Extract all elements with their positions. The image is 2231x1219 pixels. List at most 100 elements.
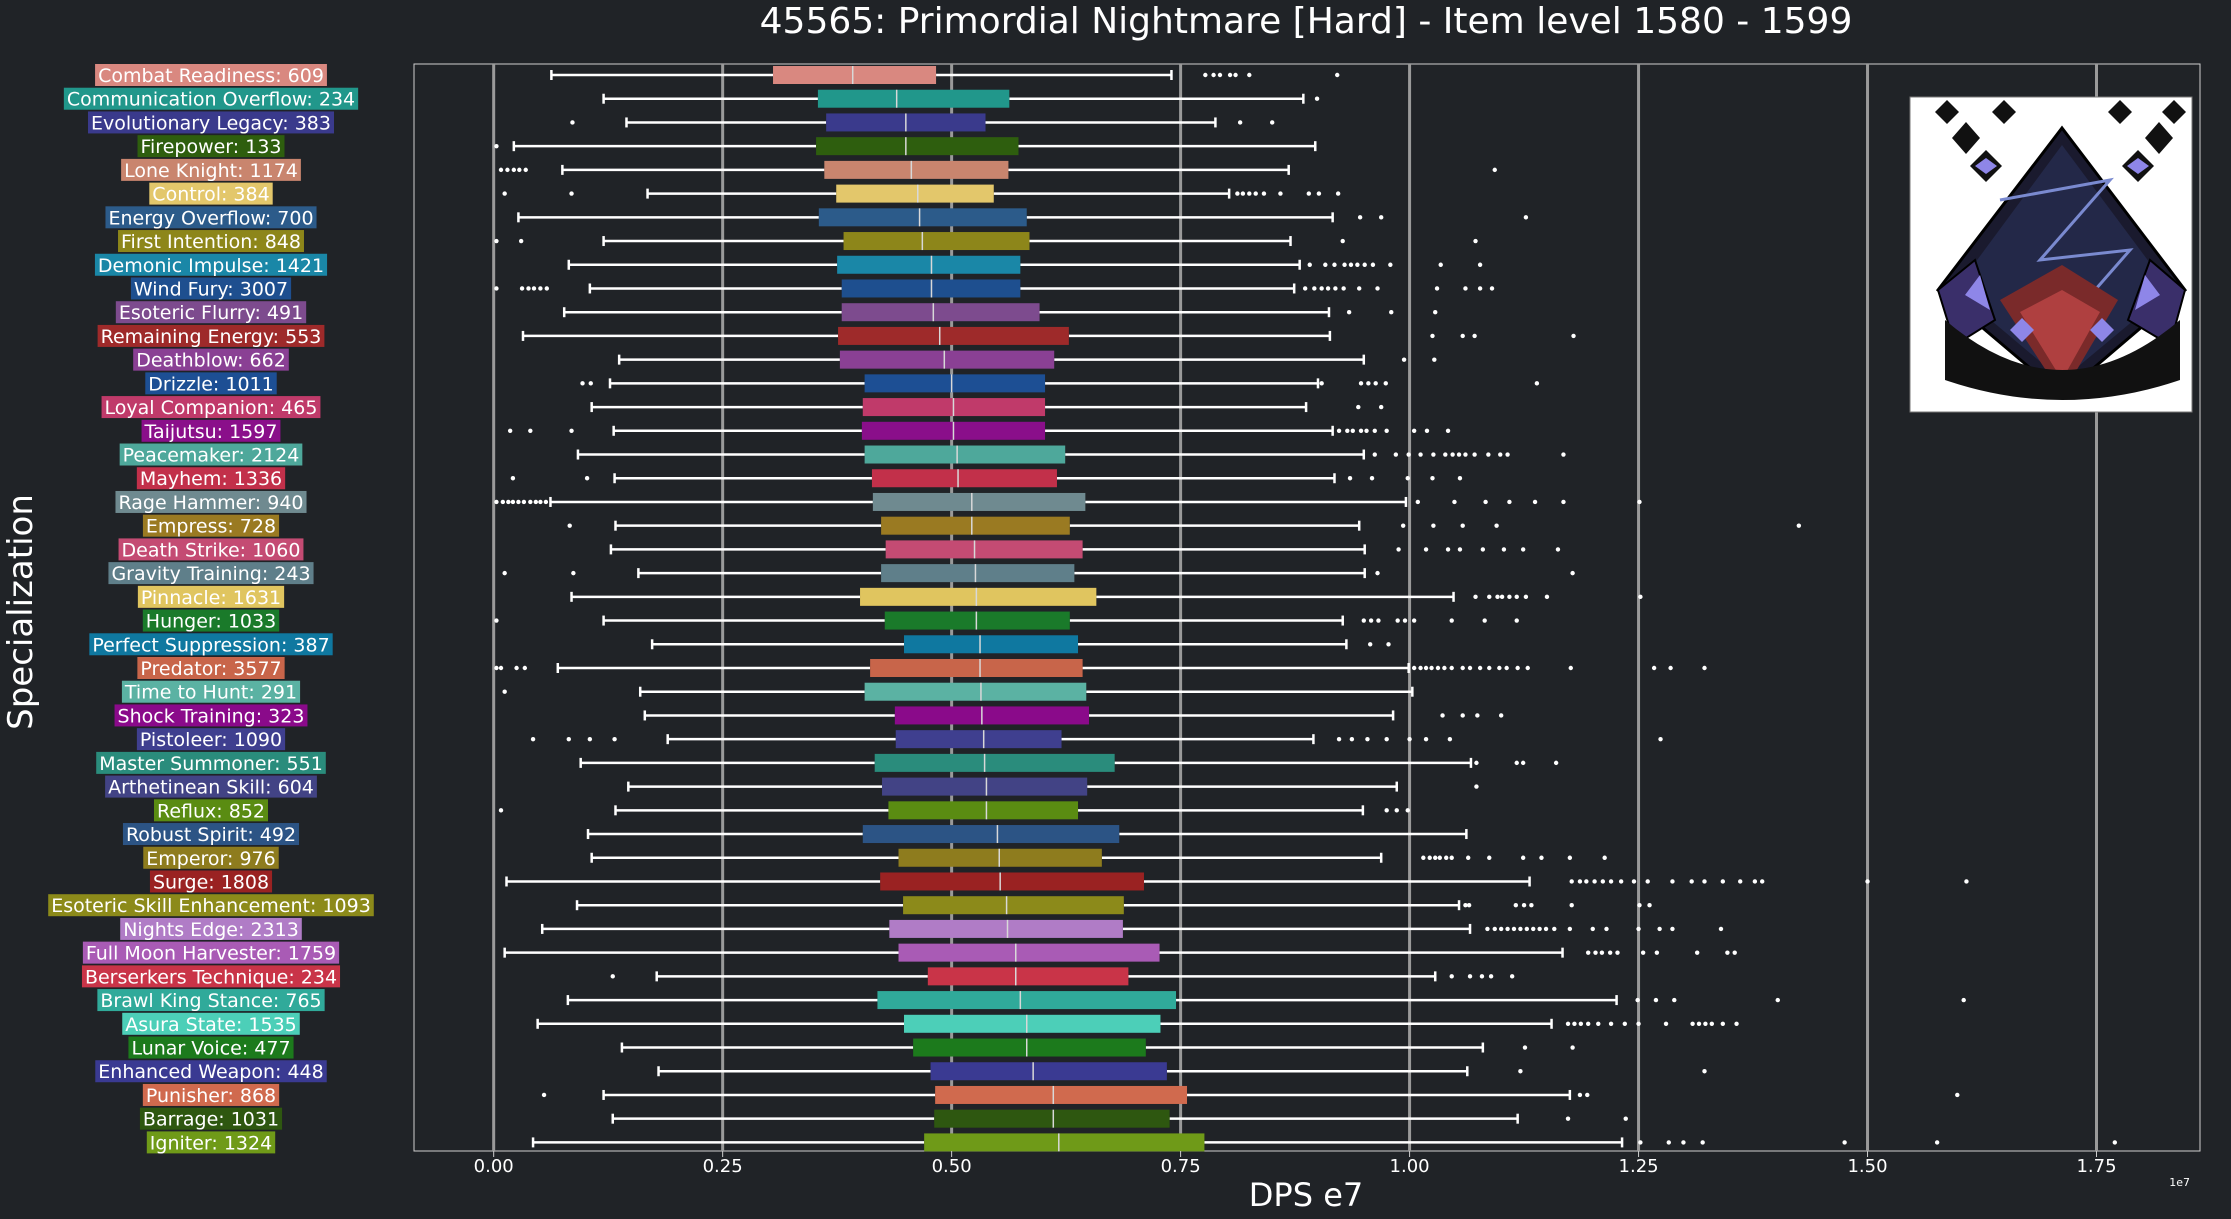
outlier-point (511, 167, 517, 173)
outlier-point (1350, 428, 1355, 433)
outlier-point (1552, 926, 1557, 932)
outlier-point (1498, 452, 1503, 457)
outlier-point (1366, 381, 1371, 386)
box-iqr (824, 160, 1009, 179)
outlier-point (1369, 476, 1375, 481)
outlier-point (1647, 903, 1652, 908)
box-iqr (862, 825, 1120, 844)
specialization-label: Wind Fury: 3007 (130, 277, 292, 300)
outlier-point (1323, 262, 1328, 267)
outlier-point (1364, 428, 1369, 433)
outlier-point (1438, 262, 1443, 267)
outlier-point (1596, 1021, 1601, 1026)
outlier-point (1561, 499, 1566, 505)
outlier-point (1543, 926, 1549, 932)
outlier-point (1370, 262, 1376, 267)
box-iqr (860, 587, 1097, 606)
box-iqr (913, 1038, 1146, 1057)
outlier-point (1499, 594, 1505, 600)
outlier-point (510, 476, 516, 481)
label-text: Asura State: 1535 (125, 1014, 297, 1036)
label-text: Death Strike: 1060 (122, 539, 301, 561)
outlier-point (1702, 1069, 1707, 1074)
outlier-point (1489, 286, 1495, 291)
outlier-point (1475, 713, 1480, 718)
x-axis-label: DPS e7 (1249, 1176, 1363, 1214)
box-iqr (881, 564, 1075, 583)
label-text: Pistoleer: 1090 (140, 729, 282, 751)
label-text: Pinnacle: 1631 (141, 587, 281, 609)
outlier-point (1555, 547, 1561, 552)
box-iqr (881, 516, 1070, 535)
box-iqr (894, 706, 1090, 725)
outlier-point (1638, 594, 1643, 600)
outlier-point (1497, 665, 1502, 671)
label-text: Punisher: 868 (146, 1085, 276, 1107)
label-background (81, 965, 341, 988)
outlier-point (517, 167, 522, 173)
outlier-point (1463, 452, 1468, 457)
label-background (63, 87, 359, 110)
box-iqr (874, 753, 1115, 772)
outlier-point (1460, 713, 1465, 718)
outlier-point (1653, 997, 1659, 1003)
outlier-point (1449, 855, 1454, 860)
outlier-point (1537, 926, 1542, 932)
outlier-point (569, 428, 574, 433)
outlier-point (1340, 238, 1345, 244)
outlier-point (1432, 357, 1437, 362)
outlier-point (610, 974, 615, 979)
outlier-point (498, 665, 504, 671)
outlier-point (1658, 736, 1663, 742)
outlier-point (1567, 926, 1573, 932)
label-text: Full Moon Harvester: 1759 (86, 943, 336, 965)
specialization-label: Hunger: 1033 (142, 609, 280, 633)
outlier-point (1865, 879, 1870, 884)
outlier-point (1437, 855, 1443, 860)
outlier-point (1355, 262, 1360, 267)
label-text: Hunger: 1033 (146, 611, 276, 633)
outlier-point (1663, 1021, 1669, 1026)
outlier-point (1269, 120, 1275, 125)
box-iqr (837, 255, 1021, 274)
outlier-point (1520, 855, 1526, 860)
specialization-label: Nights Edge: 2313 (120, 917, 302, 941)
label-text: Evolutionary Legacy: 383 (91, 112, 331, 134)
outlier-point (518, 238, 524, 244)
outlier-point (500, 499, 506, 505)
outlier-point (510, 499, 516, 505)
outlier-point (1651, 665, 1657, 671)
outlier-point (1568, 665, 1573, 671)
outlier-point (1775, 997, 1780, 1003)
outlier-point (1378, 215, 1384, 220)
outlier-point (588, 381, 593, 386)
outlier-point (1415, 499, 1421, 505)
outlier-point (1346, 310, 1352, 315)
outlier-point (612, 736, 617, 742)
outlier-point (494, 618, 499, 623)
outlier-point (1934, 1140, 1940, 1145)
outlier-point (584, 476, 590, 481)
label-background (101, 396, 321, 419)
box-iqr (924, 1133, 1205, 1152)
plot-frame (413, 63, 2201, 1152)
x-tick-label: 0.75 (1161, 1156, 1201, 1177)
specialization-label: Rage Hammer: 940 (115, 490, 307, 514)
outlier-point (567, 523, 572, 528)
outlier-point (1477, 262, 1483, 267)
label-text: Igniter: 1324 (150, 1132, 272, 1154)
label-text: Barrage: 1031 (143, 1109, 279, 1131)
outlier-point (1217, 72, 1223, 78)
label-background (108, 562, 314, 585)
outlier-point (1487, 665, 1492, 671)
label-background (142, 609, 280, 632)
outlier-point (1336, 736, 1342, 742)
outlier-point (1373, 381, 1378, 386)
outlier-point (1585, 950, 1591, 955)
label-background (146, 1131, 276, 1154)
box-iqr (880, 872, 1144, 891)
outlier-point (1405, 476, 1410, 481)
x-tick-label: 1.25 (1619, 1156, 1659, 1177)
box-iqr (839, 350, 1055, 369)
outlier-point (516, 499, 521, 505)
